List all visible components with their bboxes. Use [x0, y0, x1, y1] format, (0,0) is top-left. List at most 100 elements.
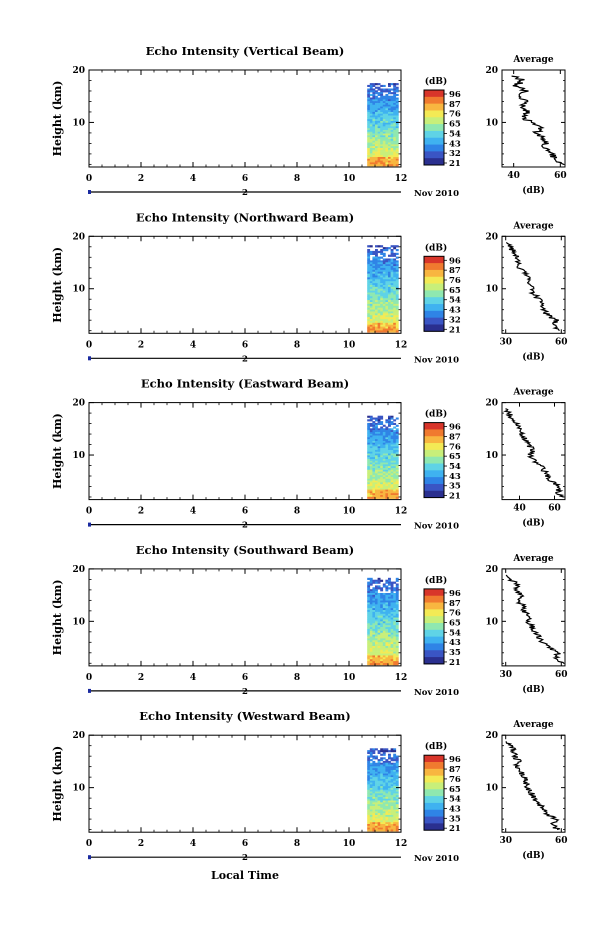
heatmap-cell: [380, 84, 384, 88]
heatmap-cell: [377, 602, 381, 605]
heatmap-cell: [367, 439, 371, 442]
heatmap-cell: [377, 86, 381, 89]
heatmap-cell: [395, 315, 399, 318]
heatmap-cell: [382, 592, 386, 596]
heatmap-cell: [369, 655, 373, 658]
heatmap-cell: [393, 784, 397, 787]
heatmap-cell: [390, 594, 394, 598]
heatmap-cell: [377, 581, 381, 584]
heatmap-cell: [388, 827, 391, 830]
heatmap-cell: [367, 608, 371, 611]
average-x-tick-label: 40: [513, 504, 526, 514]
heatmap-cell: [390, 286, 394, 290]
heatmap-cell: [380, 759, 384, 762]
heatmap-cell: [385, 264, 389, 267]
heatmap-cell: [382, 585, 386, 588]
heatmap-cell: [375, 119, 378, 122]
heatmap-cell: [382, 809, 386, 812]
heatmap-cell: [377, 822, 381, 825]
heatmap-cell: [388, 800, 391, 803]
heatmap-cell: [393, 458, 397, 462]
heatmap-cell: [367, 303, 371, 307]
heatmap-cell: [393, 623, 397, 626]
heatmap-cell: [377, 796, 381, 800]
heatmap-cell: [380, 320, 384, 324]
heatmap-cell: [372, 800, 376, 803]
heatmap-cell: [395, 430, 399, 433]
colorbar-tick-label: 54: [449, 795, 461, 805]
heatmap-cell: [385, 95, 389, 98]
heatmap-cell: [385, 829, 389, 832]
heatmap-cell: [390, 478, 394, 481]
heatmap-cell: [382, 469, 386, 472]
heatmap-cell: [369, 495, 373, 498]
heatmap-cell: [388, 805, 391, 809]
heatmap-cell: [369, 592, 373, 596]
heatmap-cell: [380, 640, 384, 643]
heatmap-cell: [390, 587, 394, 590]
heatmap-cell: [395, 602, 399, 605]
heatmap-cell: [369, 579, 373, 582]
heatmap-cell: [388, 606, 391, 609]
heatmap-cell: [377, 493, 381, 496]
x-tick-label: 6: [242, 507, 248, 517]
heatmap-cell: [369, 804, 373, 807]
average-y-tick-label: 20: [485, 565, 498, 575]
heatmap-cell: [382, 95, 386, 98]
x-tick-label: 0: [86, 839, 92, 849]
heatmap-cell: [395, 435, 399, 438]
heatmap-cell: [367, 478, 371, 481]
heatmap-cell: [369, 431, 373, 435]
heatmap-cell: [388, 133, 391, 136]
date-bar-label: 2: [242, 687, 248, 697]
heatmap-cell: [380, 313, 384, 316]
heatmap-cell: [380, 793, 384, 796]
heatmap-cell: [395, 119, 399, 122]
heatmap-cell: [369, 417, 373, 420]
heatmap-cell: [390, 604, 394, 607]
heatmap-cell: [369, 777, 373, 780]
colorbar-swatch: [424, 103, 444, 111]
heatmap-cell: [390, 476, 394, 480]
heatmap-cell: [367, 453, 371, 456]
heatmap-cell: [372, 131, 376, 134]
heatmap-cell: [380, 823, 384, 827]
heatmap-cell: [377, 628, 381, 632]
heatmap-cell: [395, 129, 399, 133]
heatmap-cell: [382, 122, 386, 125]
colorbar-tick-label: 76: [449, 442, 461, 452]
heatmap-cell: [375, 798, 378, 801]
heatmap-cell: [395, 775, 399, 778]
heatmap-cell: [385, 249, 389, 252]
heatmap-cell: [369, 822, 373, 825]
heatmap-cell: [385, 769, 389, 773]
heatmap-cell: [367, 311, 371, 314]
heatmap-cell: [380, 625, 384, 628]
colorbar-swatch: [424, 324, 444, 332]
heatmap-cell: [388, 264, 391, 267]
heatmap-cell: [377, 108, 381, 111]
heatmap-cell: [372, 611, 376, 615]
heatmap-cell: [375, 286, 378, 290]
colorbar-tick-label: 21: [449, 159, 461, 169]
heatmap-cell: [367, 140, 371, 143]
heatmap-cell: [393, 156, 397, 160]
heatmap-cell: [385, 615, 389, 618]
heatmap-cell: [382, 460, 386, 463]
heatmap-cell: [382, 617, 386, 620]
heatmap-cell: [380, 493, 384, 496]
heatmap-cell: [372, 816, 376, 819]
heatmap-cell: [372, 437, 376, 440]
heatmap-cell: [385, 617, 389, 620]
heatmap-cell: [369, 135, 373, 138]
colorbar-swatch: [424, 158, 444, 166]
heatmap-cell: [393, 782, 397, 785]
heatmap-cell: [375, 811, 378, 814]
heatmap-cell: [388, 422, 391, 426]
heatmap-cell: [375, 86, 378, 89]
heatmap-cell: [372, 110, 376, 113]
heatmap-cell: [375, 294, 378, 297]
heatmap-cell: [393, 290, 397, 293]
heatmap-cell: [382, 264, 386, 267]
heatmap-cell: [388, 594, 391, 598]
